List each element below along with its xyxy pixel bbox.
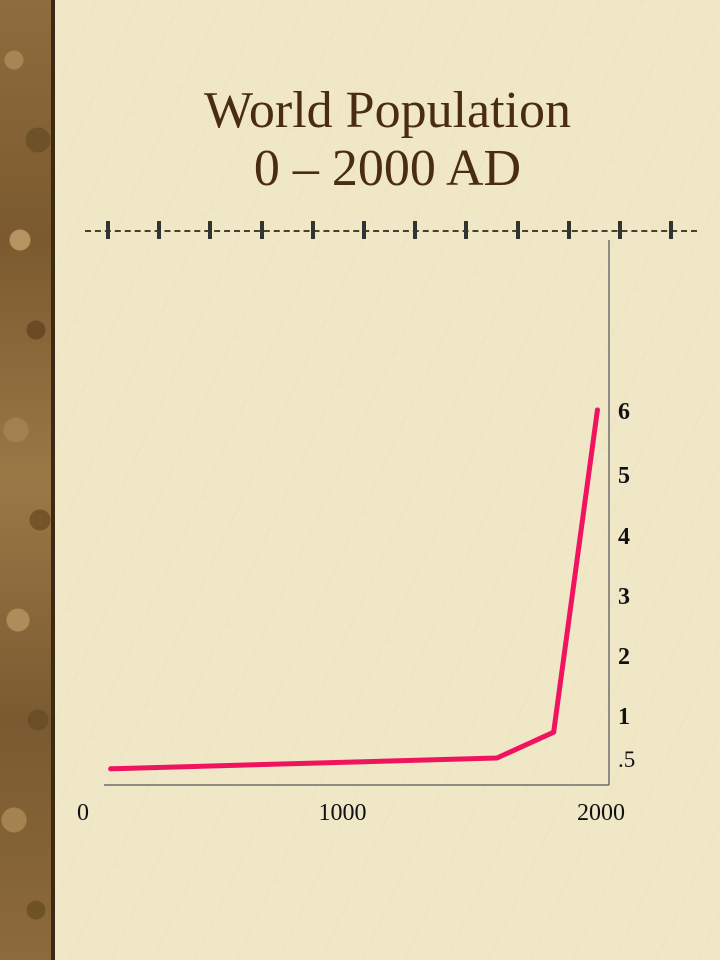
divider-tick [208,221,213,239]
y-tick-label: 1 [618,704,630,730]
y-tick-label: 2 [618,644,630,670]
divider-tick [259,221,264,239]
dashed-divider [85,230,697,232]
y-tick-label: 5 [618,463,630,489]
population-series-line [108,407,600,772]
divider-tick [669,221,674,239]
y-tick-label: .5 [618,747,635,772]
divider-tick [515,221,520,239]
divider-tick [362,221,366,239]
y-tick-label: 6 [618,399,630,425]
divider-tick [310,221,315,239]
title-line-1: World Population [203,82,572,139]
data-point [494,755,500,761]
data-point [108,766,114,772]
divider-tick [413,221,418,239]
divider-tick [566,221,571,239]
chart-title: World Population 0 – 2000 AD [55,82,720,198]
divider-tick [157,221,162,239]
decorative-left-strip [0,0,55,960]
title-line-2: 0 – 2000 AD [253,140,522,197]
y-tick-label: 4 [618,524,630,550]
divider-tick [464,221,469,239]
x-tick-label: 1000 [319,800,367,826]
y-tick-label: 3 [618,584,630,610]
data-point [551,729,557,735]
x-tick-label: 0 [77,800,89,826]
divider-tick [106,221,110,239]
divider-tick [618,221,622,239]
x-tick-label: 2000 [577,800,625,826]
data-point [594,407,600,413]
